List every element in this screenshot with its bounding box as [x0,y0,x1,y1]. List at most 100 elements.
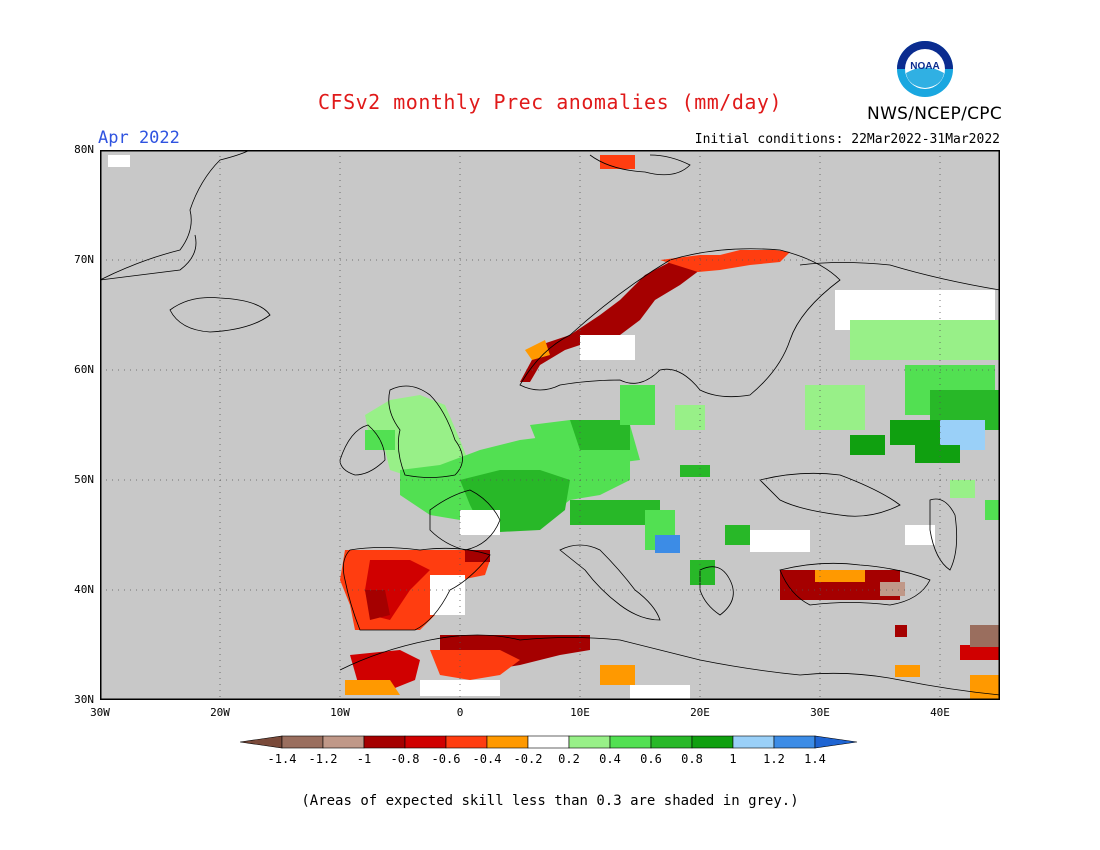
lat-label-50n: 50N [74,473,94,486]
coast-italy [559,544,661,621]
anomaly-baltic [675,405,705,430]
coast-caspian [929,498,958,571]
anomaly-libya-white [630,685,690,700]
colorbar-cell [445,735,488,749]
colorbar-cell [650,735,693,749]
coast-iberia [342,547,491,631]
lat-label-40n: 40N [74,583,94,596]
colorbar-label-2: -1.2 [308,752,338,766]
colorbar-label-6: -0.4 [472,752,502,766]
colorbar-cell [486,735,529,749]
coast-ireland [339,424,386,476]
colorbar-cell [363,735,406,749]
colorbar-label-11: 0.8 [681,752,703,766]
coastlines [100,150,1000,696]
map-title: CFSv2 monthly Prec anomalies (mm/day) [317,90,783,114]
anomaly-british-isles [365,395,470,480]
anomaly-iberia-darkred [365,590,390,620]
anomaly-iran [960,645,1000,660]
lon-label-30e: 30E [810,706,830,719]
logo-text: NOAA [910,61,939,72]
anomaly-greenland [108,155,130,167]
colorbar-cell [568,735,611,749]
coast-north-africa [339,634,1000,696]
anomaly-svalbard [600,155,635,169]
colorbar-label-5: -0.6 [431,752,461,766]
anomaly-sweden-south [620,385,655,425]
anomaly-adriatic-blue [655,535,680,553]
lat-label-70n: 70N [74,253,94,266]
coast-iceland [169,297,271,333]
colorbar-label-3: -1 [356,752,372,766]
colorbar-label-8: 0.2 [558,752,580,766]
colorbar-cell [732,735,775,749]
graticule [100,150,1000,700]
colorbar-label-14: 1.4 [804,752,826,766]
colorbar-label-1: -1.4 [267,752,297,766]
colorbar-cell [404,735,447,749]
skill-footnote: (Areas of expected skill less than 0.3 a… [301,793,799,809]
colorbar-label-9: 0.4 [599,752,621,766]
colorbar-arrow-left [240,735,283,749]
anomaly-morocco-south [345,680,400,695]
lon-label-10e: 10E [570,706,590,719]
colorbar-cell [691,735,734,749]
anomaly-algeria-orange [430,650,520,680]
anomaly-norway-coast [520,260,700,382]
colorbar-arrow-right [814,735,858,749]
anomaly-poland [570,420,630,450]
colorbar-label-7: -0.2 [513,752,543,766]
anomaly-ukraine-west [680,465,710,477]
forecast-month: Apr 2022 [98,128,180,148]
anomaly-iran-brown [970,625,1000,647]
anomaly-white-norway [580,335,635,360]
lat-label-60n: 60N [74,363,94,376]
lon-label-20e: 20E [690,706,710,719]
anomaly-libya [600,665,635,685]
coast-black-sea [759,472,901,517]
lon-label-20w: 20W [210,706,230,719]
coast-turkey [779,562,931,606]
anomaly-russia-south2 [915,445,960,463]
anomaly-caucasus-white [905,525,935,545]
anomaly-turkey-brown [880,582,905,596]
colorbar-cell [527,735,570,749]
anomaly-map [100,150,1000,700]
lon-label-40e: 40E [930,706,950,719]
coast-france [429,489,501,551]
colorbar-cell [322,735,365,749]
anomaly-kazakh [985,500,1000,520]
anomaly-levant [895,625,907,637]
anomaly-baltic-east [805,385,865,430]
anomaly-persian-gulf [970,675,1000,700]
anomaly-greece-green [690,560,715,585]
anomaly-balkans [725,525,750,545]
colorbar-label-12: 1 [729,752,737,766]
anomaly-israel [895,665,920,677]
colorbar [240,735,858,749]
noaa-logo: NOAA [897,41,953,97]
map-frame [100,150,1000,700]
colorbar-cell [773,735,816,749]
lon-label-10w: 10W [330,706,350,719]
anomaly-north-norway [660,250,790,272]
coast-greece [699,566,734,616]
lat-label-80n: 80N [74,143,94,156]
anomaly-norway-orange [525,340,550,360]
anomaly-russia-south [850,435,885,455]
colorbar-label-13: 1.2 [763,752,785,766]
anomaly-balkans-white [750,530,810,552]
coast-svalbard [589,154,691,176]
anomaly-sahara-white [420,680,500,696]
lon-label-0: 0 [456,706,464,719]
colorbar-label-4: -0.8 [390,752,420,766]
lon-label-30w: 30W [90,706,110,719]
colorbar-cell [281,735,324,749]
anomaly-russia-light-green [850,320,1000,360]
coast-scandinavia [519,248,841,398]
anomaly-patches [108,155,1000,700]
anomaly-turkey-orange [815,570,865,582]
coast-greenland-south [100,234,197,281]
colorbar-label-10: 0.6 [640,752,662,766]
lat-label-30n: 30N [74,693,94,706]
